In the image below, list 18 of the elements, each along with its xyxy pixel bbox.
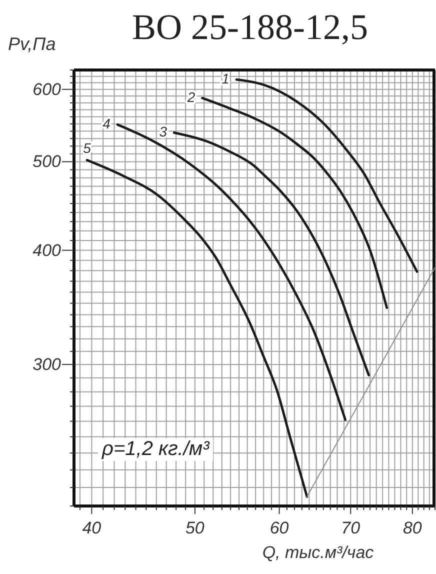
x-tick-label: 60 (270, 518, 290, 538)
y-tick-label: 400 (32, 240, 62, 260)
series-label: 5 (83, 140, 92, 156)
y-tick-label: 600 (32, 80, 62, 99)
y-tick-label: 300 (32, 354, 62, 374)
y-tick-label: 500 (32, 152, 62, 172)
y-axis-title: Pv,Па (8, 34, 56, 55)
annotation: ρ=1,2 кг./м³ (98, 438, 214, 461)
series-label: 1 (222, 70, 230, 87)
series-label: 3 (159, 124, 168, 140)
chart-title: ВО 25-188-12,5 (131, 6, 369, 48)
x-tick-label: 80 (402, 518, 422, 538)
x-axis-title: Q, тыс.м³/час (261, 543, 375, 563)
series-label: 2 (186, 89, 196, 106)
series-label: 4 (102, 116, 111, 132)
x-tick-label: 40 (82, 518, 102, 538)
x-tick-label: 50 (185, 518, 205, 538)
x-tick-label: 70 (341, 518, 361, 538)
